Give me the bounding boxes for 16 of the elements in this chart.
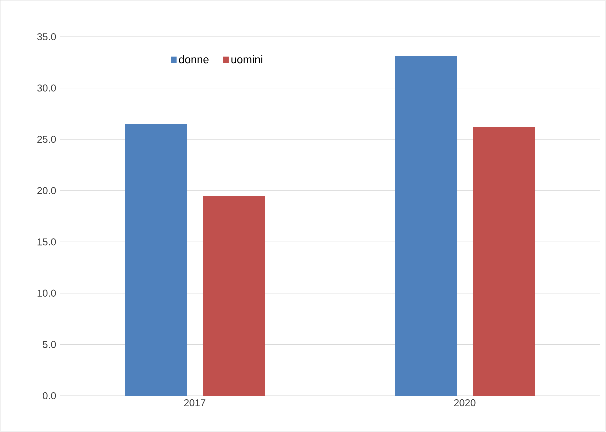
y-tick-label: 5.0 — [43, 341, 56, 348]
y-tick-label: 35.0 — [37, 33, 56, 41]
bar — [395, 56, 458, 396]
y-tick-label: 15.0 — [38, 238, 56, 246]
y-tick-label: 10.0 — [38, 290, 56, 297]
bar — [473, 127, 536, 396]
bar — [203, 196, 266, 396]
y-tick-label: 30.0 — [37, 84, 56, 92]
y-tick-label: 20.0 — [38, 187, 56, 194]
y-tick-label: 0.0 — [43, 392, 56, 400]
x-tick-label: 2017 — [184, 400, 206, 407]
x-tick-label: 2020 — [454, 400, 476, 407]
bar — [125, 124, 187, 396]
y-tick-label: 25.0 — [38, 136, 56, 144]
legend-label: donne — [179, 56, 209, 64]
legend-label: uomini — [232, 56, 263, 64]
